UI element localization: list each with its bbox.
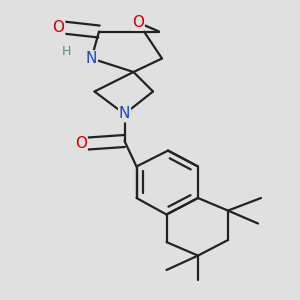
- Text: O: O: [75, 136, 87, 152]
- Text: O: O: [132, 15, 144, 30]
- Text: H: H: [61, 45, 71, 58]
- Text: O: O: [52, 20, 64, 34]
- Text: N: N: [86, 51, 97, 66]
- Text: N: N: [119, 106, 130, 122]
